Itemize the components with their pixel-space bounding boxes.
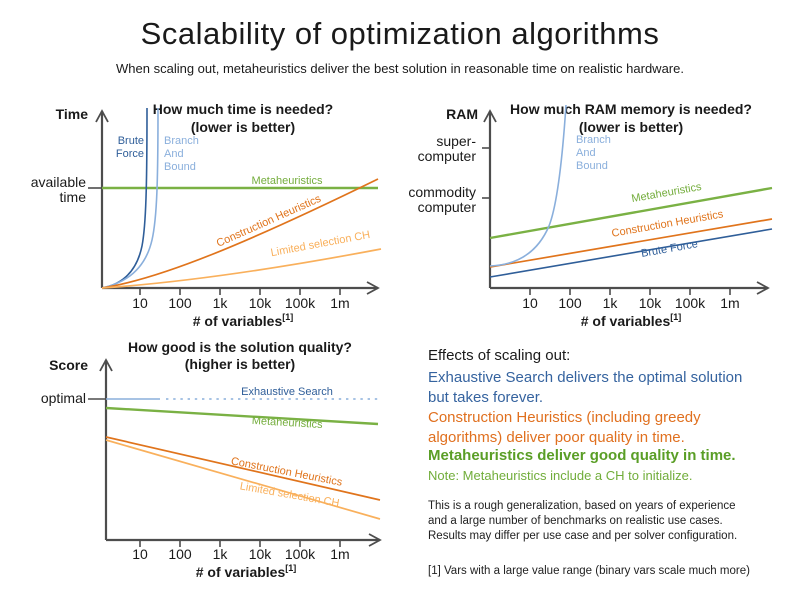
- effects-heading: Effects of scaling out:: [428, 347, 571, 364]
- ram-branch-and-bound-label: Branch: [576, 134, 611, 146]
- time-chart-title: How much time is needed?: [153, 101, 333, 117]
- ram-x-axis-title: # of variables[1]: [581, 312, 682, 329]
- disclaimer-line3: Results may differ per use case and per …: [428, 530, 738, 542]
- x-tick-label: 1k: [603, 295, 619, 311]
- ram-y-axis-label: RAM: [446, 106, 478, 122]
- ram-brute-force-curve: [489, 228, 773, 278]
- time-limited-selection-ch-curve: [101, 248, 382, 289]
- score-limited-selection-ch-curve: [105, 439, 381, 520]
- ram-branch-and-bound-label: Bound: [576, 160, 608, 172]
- x-tick-label: 1k: [213, 295, 229, 311]
- x-tick-label: 10: [132, 546, 148, 562]
- score-exhaustive-search-label: Exhaustive Search: [241, 386, 333, 398]
- time-branch-and-bound-label: Branch: [164, 135, 199, 147]
- score-x-ticks: [139, 540, 341, 547]
- time-chart-subtitle: (lower is better): [191, 119, 295, 135]
- ram-x-ticks: [529, 288, 731, 295]
- super-computer-label: super-: [436, 133, 476, 149]
- ram-branch-and-bound-label: And: [576, 147, 596, 159]
- footnote: [1] Vars with a large value range (binar…: [428, 565, 750, 577]
- x-tick-label: 10k: [639, 295, 663, 311]
- time-branch-and-bound-curve: [101, 107, 159, 289]
- x-tick-label: 100k: [675, 295, 706, 311]
- effects-metaheuristics-note: Note: Metaheuristics include a CH to ini…: [428, 468, 693, 483]
- x-tick-label: 10: [132, 295, 148, 311]
- ram-chart: How much RAM memory is needed? (lower is…: [408, 101, 773, 329]
- super-computer-label: computer: [418, 148, 477, 164]
- disclaimer-line2: and a large number of benchmarks on real…: [428, 515, 723, 527]
- x-tick-label: 1m: [720, 295, 739, 311]
- time-limited-selection-ch-label: Limited selection CH: [270, 229, 371, 259]
- x-tick-label: 100: [168, 295, 192, 311]
- optimal-label: optimal: [41, 390, 86, 406]
- ram-brute-force-label: Brute Force: [640, 238, 699, 260]
- score-metaheuristics-label: Metaheuristics: [251, 415, 323, 431]
- ram-chart-title: How much RAM memory is needed?: [510, 101, 752, 117]
- score-chart-subtitle: (higher is better): [185, 356, 295, 372]
- time-brute-force-curve: [101, 107, 148, 289]
- commodity-computer-label: computer: [418, 199, 477, 215]
- disclaimer-line1: This is a rough generalization, based on…: [428, 500, 736, 512]
- score-chart: How good is the solution quality? (highe…: [41, 339, 382, 580]
- x-tick-label: 1k: [213, 546, 229, 562]
- x-tick-label: 10: [522, 295, 538, 311]
- ram-chart-subtitle: (lower is better): [579, 119, 683, 135]
- time-brute-force-label: Force: [116, 148, 144, 160]
- x-tick-label: 1m: [330, 295, 349, 311]
- x-tick-label: 1m: [330, 546, 349, 562]
- x-tick-label: 10k: [249, 295, 273, 311]
- effects-metaheuristics-bold: Metaheuristics deliver good quality in t…: [428, 447, 736, 464]
- available-time-label: time: [60, 189, 87, 205]
- x-tick-label: 100k: [285, 295, 316, 311]
- time-branch-and-bound-label: Bound: [164, 161, 196, 173]
- score-chart-title: How good is the solution quality?: [128, 339, 352, 355]
- time-x-axis-title: # of variables[1]: [193, 312, 294, 329]
- time-branch-and-bound-label: And: [164, 148, 184, 160]
- time-metaheuristics-label: Metaheuristics: [252, 175, 323, 187]
- time-chart: How much time is needed? (lower is bette…: [31, 101, 382, 329]
- effects-construction-line1: Construction Heuristics (including greed…: [428, 409, 701, 426]
- available-time-label: available: [31, 174, 86, 190]
- score-y-axis-label: Score: [49, 357, 88, 373]
- x-tick-label: 10k: [249, 546, 273, 562]
- score-metaheuristics-curve: [105, 406, 379, 426]
- time-y-axis-label: Time: [56, 106, 89, 122]
- figure-subtitle: When scaling out, metaheuristics deliver…: [116, 61, 684, 76]
- time-x-ticks: [139, 288, 341, 295]
- x-tick-label: 100: [168, 546, 192, 562]
- effects-construction-line2: algorithms) deliver poor quality in time…: [428, 429, 685, 446]
- ram-branch-and-bound-curve: [489, 104, 567, 267]
- effects-exhaustive-line1: Exhaustive Search delivers the optimal s…: [428, 369, 743, 386]
- ram-metaheuristics-curve: [489, 186, 773, 240]
- score-x-axis-title: # of variables[1]: [196, 563, 297, 580]
- x-tick-label: 100k: [285, 546, 316, 562]
- time-brute-force-label: Brute: [118, 135, 144, 147]
- figure-title: Scalability of optimization algorithms: [140, 16, 660, 51]
- ram-construction-heuristics-curve: [489, 218, 773, 268]
- effects-exhaustive-line2: but takes forever.: [428, 389, 544, 406]
- x-tick-label: 100: [558, 295, 582, 311]
- score-construction-heuristics-curve: [105, 436, 381, 501]
- commodity-computer-label: commodity: [408, 184, 476, 200]
- time-construction-heuristics-curve: [101, 178, 379, 289]
